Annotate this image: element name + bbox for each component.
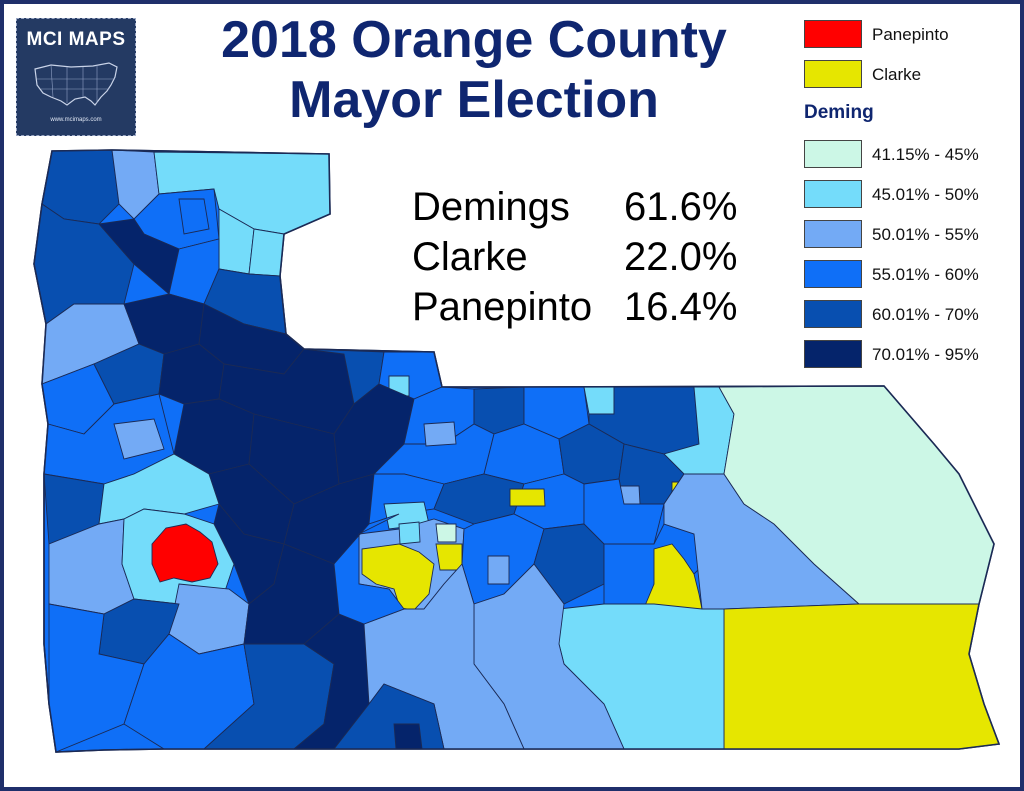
precinct [583, 386, 615, 415]
legend-item-range: 70.01% - 95% [800, 340, 1010, 368]
precinct [393, 723, 423, 750]
legend-heading: Deming [804, 102, 874, 123]
legend-item-range: 50.01% - 55% [800, 220, 1010, 248]
legend-item-range: 55.01% - 60% [800, 260, 1010, 288]
legend-swatch [804, 220, 862, 248]
precinct [398, 521, 421, 545]
precinct [248, 228, 285, 277]
candidate-share: 22.0% [624, 235, 738, 279]
precincts [34, 150, 999, 752]
candidate-name: Clarke [412, 235, 528, 279]
candidate-share: 61.6% [624, 185, 738, 229]
precinct-clarke [643, 543, 703, 610]
precinct-clarke [435, 543, 463, 571]
precinct [435, 523, 457, 543]
legend-swatch [804, 140, 862, 168]
legend-swatch [804, 260, 862, 288]
result-row: Clarke 22.0% [412, 232, 754, 282]
precinct [487, 555, 510, 585]
legend-swatch [804, 60, 862, 88]
title-line-2: Mayor Election [289, 71, 659, 129]
legend-item-panepinto: Panepinto [800, 20, 1010, 48]
county-outline-stroke [33, 149, 1001, 753]
title-line-1: 2018 Orange County [221, 11, 727, 69]
map-title: 2018 Orange County Mayor Election [154, 10, 794, 130]
county-precinct-map [33, 149, 1001, 753]
candidate-name: Panepinto [412, 285, 593, 329]
usa-map-icon [34, 62, 118, 106]
legend-swatch [804, 340, 862, 368]
logo-url: www.mcimaps.com [50, 117, 102, 123]
legend-item-range: 60.01% - 70% [800, 300, 1010, 328]
precinct [113, 418, 165, 460]
results-table: Demings 61.6% Clarke 22.0% Panepinto 16.… [412, 182, 754, 332]
candidate-share: 16.4% [624, 285, 738, 329]
legend-label: 70.01% - 95% [872, 345, 979, 364]
precinct [333, 513, 405, 625]
legend-label: 55.01% - 60% [872, 265, 979, 284]
legend-swatch [804, 180, 862, 208]
result-row: Panepinto 16.4% [412, 282, 754, 332]
legend-label: 45.01% - 50% [872, 185, 979, 204]
legend-label: Clarke [872, 65, 922, 84]
legend-label: 50.01% - 55% [872, 225, 979, 244]
legend-label: 60.01% - 70% [872, 305, 979, 324]
mci-maps-logo: MCI MAPS www.mcimaps.com [16, 18, 136, 136]
precinct [178, 198, 210, 235]
candidate-name: Demings [412, 185, 570, 229]
legend-swatch [804, 300, 862, 328]
legend-swatch [804, 20, 862, 48]
result-row: Demings 61.6% [412, 182, 754, 232]
precinct [423, 421, 457, 447]
logo-text: MCI MAPS [26, 29, 126, 50]
legend-item-range: 45.01% - 50% [800, 180, 1010, 208]
legend-item-clarke: Clarke [800, 60, 1010, 88]
precinct-clarke [509, 488, 546, 507]
legend-label: 41.15% - 45% [872, 145, 979, 164]
precinct-clarke [723, 603, 999, 750]
precinct-panepinto [151, 523, 219, 583]
legend-label: Panepinto [872, 25, 949, 44]
legend-item-range: 41.15% - 45% [800, 140, 1010, 168]
